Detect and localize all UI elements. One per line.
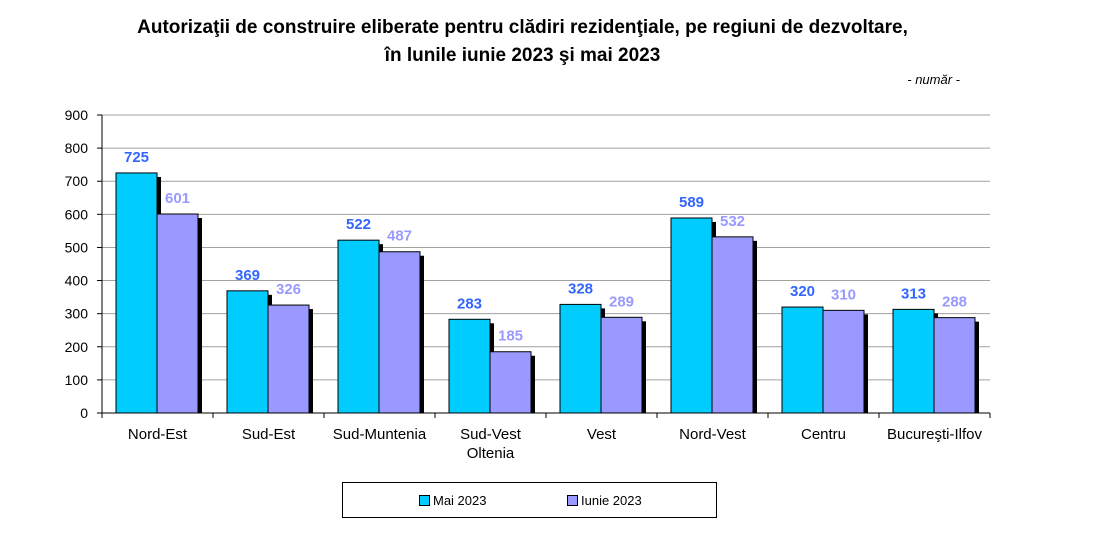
bar-iunie	[822, 309, 865, 414]
data-label: 288	[942, 294, 967, 311]
bars	[115, 172, 979, 414]
data-label: 326	[276, 281, 301, 298]
bar-iunie	[267, 304, 310, 414]
bar-mai	[781, 306, 824, 414]
x-tick-label: Nord-Est	[128, 426, 188, 443]
y-tick-label: 400	[65, 273, 89, 289]
data-label: 320	[790, 283, 815, 300]
legend-swatch-series-2	[567, 495, 578, 506]
x-tick-label: Oltenia	[467, 445, 515, 462]
x-tick-label: Sud-Muntenia	[333, 426, 427, 443]
y-tick-label: 600	[65, 206, 89, 222]
bar-iunie	[489, 351, 532, 414]
data-label: 289	[609, 293, 634, 310]
x-tick-label: Bucureşti-Ilfov	[887, 426, 983, 443]
y-tick-label: 900	[65, 107, 89, 123]
y-tick-label: 0	[80, 405, 88, 421]
legend: Mai 2023 Iunie 2023	[342, 482, 717, 518]
x-tick-label: Nord-Vest	[679, 426, 747, 443]
legend-label-series-2: Iunie 2023	[581, 493, 642, 508]
legend-item-series-2: Iunie 2023	[567, 493, 642, 508]
bar-mai	[115, 172, 158, 414]
bar-iunie	[156, 213, 199, 414]
data-label: 725	[124, 149, 149, 166]
data-labels: 725 601 369 326 522 487 283 185 328 289 589 532 320 3…	[124, 149, 967, 345]
bar-mai	[448, 318, 491, 414]
legend-item-series-1: Mai 2023	[419, 493, 486, 508]
data-label: 185	[498, 328, 523, 345]
data-label: 328	[568, 280, 593, 297]
data-label: 487	[387, 228, 412, 245]
bar-mai	[670, 217, 713, 414]
data-label: 532	[720, 213, 745, 230]
data-label: 522	[346, 216, 371, 233]
x-tick-label: Sud-Est	[242, 426, 296, 443]
y-tick-label: 300	[65, 306, 89, 322]
data-label: 283	[457, 295, 482, 312]
chart-title: Autorizaţii de construire eliberate pent…	[0, 14, 1045, 70]
data-label: 601	[165, 190, 190, 207]
data-label: 369	[235, 267, 260, 284]
unit-label: - număr -	[907, 72, 960, 87]
y-tick-label: 500	[65, 239, 89, 255]
bar-mai	[226, 290, 269, 414]
bar-iunie	[933, 317, 976, 414]
y-tick-label: 100	[65, 372, 89, 388]
bar-mai	[337, 239, 380, 414]
legend-label-series-1: Mai 2023	[433, 493, 487, 508]
legend-swatch-series-1	[419, 495, 430, 506]
x-tick-label: Vest	[587, 426, 617, 443]
chart-title-line-1: Autorizaţii de construire eliberate pent…	[137, 17, 908, 38]
y-tick-label: 800	[65, 140, 89, 156]
bar-mai	[559, 303, 602, 414]
data-label: 313	[901, 285, 926, 302]
data-label: 310	[831, 286, 856, 303]
x-tick-label: Centru	[801, 426, 846, 443]
bar-iunie	[378, 251, 421, 414]
data-label: 589	[679, 194, 704, 211]
axes: 0 100 200 300 400 500 600 700 800 900 Nord-Est Sud-…	[65, 107, 991, 462]
y-tick-label: 200	[65, 339, 89, 355]
chart-title-line-2: în lunile iunie 2023 şi mai 2023	[384, 45, 661, 66]
y-tick-label: 700	[65, 173, 89, 189]
bar-iunie	[600, 316, 643, 414]
bar-mai	[892, 308, 935, 414]
bar-iunie	[711, 236, 754, 414]
x-tick-label: Sud-Vest	[460, 426, 522, 443]
